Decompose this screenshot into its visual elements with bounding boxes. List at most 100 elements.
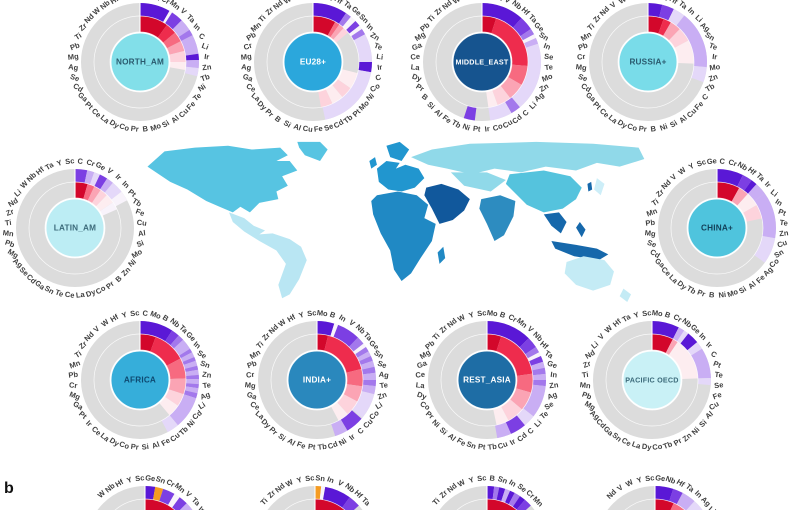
element-label-Se: Se: [543, 399, 556, 411]
region-name-label: CHINA+: [701, 224, 733, 233]
element-label-Pr: Pr: [130, 442, 139, 452]
outer-ring-segment: [180, 352, 195, 363]
element-label-Ti: Ti: [259, 496, 270, 507]
region-center-circle: [287, 350, 347, 410]
outer-ring-segment: [167, 493, 180, 508]
element-label-W: W: [284, 477, 296, 489]
outer-ring-segment: [527, 352, 541, 362]
outer-ring-segment: [492, 486, 500, 501]
outer-ring-segment: [338, 13, 351, 27]
outer-ring-segment: [89, 172, 100, 187]
element-label-Cu: Cu: [302, 124, 313, 134]
element-label-Ir: Ir: [114, 172, 124, 182]
outer-ring-segment: [319, 486, 326, 500]
outer-ring-segment: [184, 66, 199, 77]
element-label-Y: Y: [125, 475, 133, 485]
element-label-Y: Y: [632, 310, 640, 320]
element-label-Mg: Mg: [68, 390, 82, 402]
element-label-Si: Si: [160, 118, 171, 129]
outer-ring-segment: [358, 356, 373, 366]
element-label-Y: Y: [635, 475, 643, 485]
element-label-Te: Te: [708, 41, 719, 52]
element-label-Zr: Zr: [266, 488, 278, 500]
outer-ring-segment: [182, 356, 196, 366]
element-label-Si: Si: [697, 418, 708, 429]
outer-ring-segment: [668, 8, 685, 26]
element-label-Ni: Ni: [461, 122, 471, 133]
element-label-Ta: Ta: [44, 160, 56, 172]
element-label-Cd: Cd: [326, 439, 339, 451]
element-label-Sn: Sn: [199, 358, 212, 370]
inner-ring-segment: [169, 61, 186, 70]
outer-ring-segment: [183, 360, 198, 369]
element-label-C: C: [355, 425, 366, 436]
element-label-Sc: Sc: [65, 156, 75, 166]
element-label-Li: Li: [376, 52, 384, 62]
element-label-Li: Li: [197, 400, 207, 411]
outer-ring-segment: [716, 169, 743, 187]
element-label-Ta: Ta: [754, 171, 767, 184]
element-label-Hf: Hf: [668, 0, 680, 6]
element-label-Pr: Pr: [696, 288, 707, 299]
element-label-Zr: Zr: [438, 488, 450, 500]
element-label-Zn: Zn: [779, 228, 790, 238]
outer-ring-segment: [481, 3, 522, 29]
element-label-Pb: Pb: [68, 370, 79, 380]
element-label-Ti: Ti: [257, 13, 268, 24]
element-label-Y: Y: [295, 475, 303, 485]
outer-ring-segment: [658, 4, 674, 21]
outer-ring-segment: [676, 492, 695, 510]
outer-ring-segment: [183, 390, 198, 399]
element-label-Nd: Nd: [598, 4, 612, 18]
element-label-B: B: [161, 313, 171, 324]
element-label-Fe: Fe: [711, 390, 722, 401]
element-label-Mn: Mn: [645, 206, 659, 218]
outer-ring-segment: [330, 323, 339, 338]
outer-ring-segment: [179, 503, 193, 510]
element-label-In: In: [337, 313, 348, 324]
element-label-Ag: Ag: [546, 390, 559, 402]
region-name-label: MIDDLE_EAST: [456, 58, 509, 67]
region-name-label: RUSSIA+: [629, 58, 666, 67]
element-label-Ni: Ni: [430, 418, 442, 430]
element-label-In: In: [197, 504, 208, 510]
element-label-Se: Se: [577, 72, 589, 84]
element-label-Zr: Zr: [264, 5, 276, 17]
element-label-Sc: Sc: [477, 473, 487, 483]
element-label-Ir: Ir: [763, 180, 773, 190]
outer-ring-segment: [651, 321, 679, 340]
element-label-Te: Te: [202, 380, 211, 390]
element-label-Ti: Ti: [650, 197, 660, 208]
outer-ring-segment: [523, 384, 546, 417]
element-label-V: V: [596, 332, 606, 342]
region-name-label: REST_ASIA: [463, 376, 511, 385]
inner-ring-segment: [330, 24, 344, 40]
region-center-circle: [687, 198, 747, 258]
element-label-Ni: Ni: [690, 425, 702, 437]
element-label-La: La: [410, 62, 421, 72]
inner-ring-segment: [668, 341, 698, 380]
outer-ring-segment: [654, 486, 674, 502]
element-label-Zn: Zn: [202, 62, 213, 72]
map-central-asia: [450, 172, 506, 192]
outer-ring-segment: [747, 184, 765, 202]
inner-ring-segment: [164, 389, 184, 406]
element-label-Ni: Ni: [659, 122, 669, 133]
inner-ring-segment: [312, 16, 336, 36]
element-label-B: B: [489, 473, 496, 483]
inner-ring-segment: [83, 183, 95, 201]
outer-ring-segment: [676, 15, 707, 68]
element-label-Sn: Sn: [497, 474, 510, 486]
element-label-Co: Co: [491, 121, 504, 133]
element-label-Sn: Sn: [315, 473, 326, 483]
region-name-label: NORTH_AM: [116, 58, 164, 67]
element-label-C: C: [520, 107, 531, 118]
element-label-Mo: Mo: [651, 308, 663, 318]
element-label-Zr: Zr: [260, 331, 272, 343]
element-label-Ge: Ge: [94, 160, 107, 173]
outer-ring-segment: [316, 320, 335, 337]
element-label-Nb: Nb: [664, 474, 677, 486]
element-label-Ge: Ge: [145, 473, 156, 483]
element-label-Sc: Sc: [477, 308, 487, 318]
map-middle-east: [424, 183, 470, 224]
